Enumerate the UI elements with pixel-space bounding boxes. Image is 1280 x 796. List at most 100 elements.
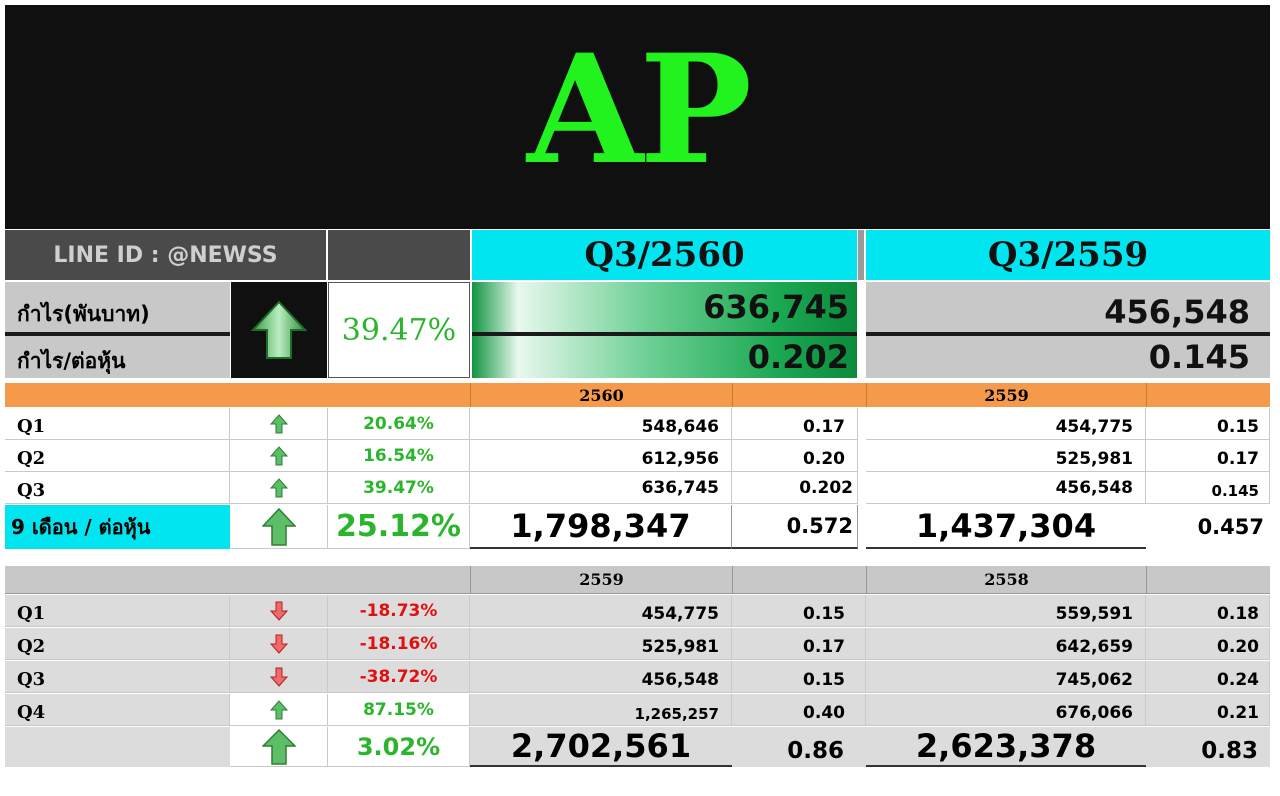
table1-header-left — [5, 383, 470, 407]
table-row-label: Q1 — [5, 595, 230, 627]
table-row-current-eps: 0.20 — [732, 440, 858, 472]
table1-total-change: 25.12% — [328, 505, 470, 549]
up-arrow-icon — [269, 699, 288, 719]
table-row-current: 548,646 — [470, 408, 732, 440]
table-row-change: 39.47% — [328, 472, 470, 504]
table2-header-right — [1146, 566, 1270, 594]
table-row-current: 612,956 — [470, 440, 732, 472]
table-row-previous-eps: 0.21 — [1146, 694, 1270, 726]
table-row-change: 16.54% — [328, 440, 470, 472]
table-row-current: 456,548 — [470, 661, 732, 693]
table2-total-previous: 2,623,378 — [866, 727, 1146, 767]
line-id-label: LINE ID : @NEWSS — [5, 230, 326, 280]
table-row-current: 636,745 — [470, 472, 732, 504]
table2-header-left — [5, 566, 470, 594]
table-row-current: 525,981 — [470, 628, 732, 660]
column-header-previous: Q3/2559 — [866, 230, 1270, 280]
table2-header-mid — [732, 566, 866, 594]
table-row-change: 87.15% — [328, 694, 470, 726]
eps-current-value: 0.202 — [472, 336, 857, 378]
table-row-previous: 676,066 — [866, 694, 1146, 726]
table1-total-current: 1,798,347 — [470, 505, 732, 549]
table2-year-current: 2559 — [470, 566, 732, 594]
table1-total-current-eps: 0.572 — [732, 505, 858, 549]
table-row-previous: 454,775 — [866, 408, 1146, 440]
table2-total-current-eps: 0.86 — [732, 727, 866, 767]
stock-symbol-title: AP — [526, 22, 752, 198]
up-arrow-icon — [269, 413, 288, 433]
eps-previous-value: 0.145 — [866, 336, 1270, 378]
table-row-previous-eps: 0.15 — [1146, 408, 1270, 440]
down-arrow-icon — [269, 634, 288, 654]
table-row-change: -38.72% — [328, 661, 470, 693]
up-arrow-icon — [261, 507, 296, 546]
column-header-current: Q3/2560 — [472, 230, 857, 280]
table-row-previous-eps: 0.24 — [1146, 661, 1270, 693]
table-row-previous: 745,062 — [866, 661, 1146, 693]
up-arrow-icon — [251, 300, 307, 359]
table-row-arrow — [230, 472, 328, 504]
table-row-current-eps: 0.15 — [732, 595, 866, 627]
table2-total-previous-eps: 0.83 — [1146, 727, 1270, 767]
table-row-label: Q4 — [5, 694, 230, 726]
table1-year-current: 2560 — [470, 383, 732, 407]
row-label-eps: กำไร/ต่อหุ้น — [5, 336, 230, 378]
table-row-label: Q3 — [5, 661, 230, 693]
banner: AP — [5, 5, 1270, 229]
table1-header-right — [1146, 383, 1270, 407]
column-divider — [858, 230, 864, 280]
table-row-arrow — [230, 694, 328, 726]
table-row-label: Q2 — [5, 440, 230, 472]
table-row-previous-eps: 0.18 — [1146, 595, 1270, 627]
table-row-current-eps: 0.15 — [732, 661, 866, 693]
table-row-previous: 525,981 — [866, 440, 1146, 472]
table-row-label: Q3 — [5, 472, 230, 504]
table-row-previous-eps: 0.145 — [1146, 472, 1270, 504]
table-row-current-eps: 0.17 — [732, 628, 866, 660]
table1-header-mid — [732, 383, 866, 407]
up-arrow-icon — [269, 445, 288, 465]
table1-total-previous: 1,437,304 — [866, 505, 1146, 549]
table-row-change: -18.73% — [328, 595, 470, 627]
table-row-previous: 642,659 — [866, 628, 1146, 660]
up-arrow-icon — [261, 728, 296, 765]
table-row-current: 454,775 — [470, 595, 732, 627]
table-row-current-eps: 0.17 — [732, 408, 858, 440]
table-row-previous-eps: 0.20 — [1146, 628, 1270, 660]
table2-total-current: 2,702,561 — [470, 727, 732, 767]
row-divider-3 — [866, 332, 1270, 336]
table-row-change: 20.64% — [328, 408, 470, 440]
table-row-previous-eps: 0.17 — [1146, 440, 1270, 472]
table-row-current-eps: 0.40 — [732, 694, 866, 726]
down-arrow-icon — [269, 601, 288, 621]
table-row-previous: 456,548 — [866, 472, 1146, 504]
table1-year-previous: 2559 — [866, 383, 1146, 407]
table2-total-change: 3.02% — [328, 727, 470, 767]
table2-total-arrow — [230, 727, 328, 767]
table-row-arrow — [230, 440, 328, 472]
table1-total-previous-eps: 0.457 — [1197, 515, 1264, 539]
row-label-profit: กำไร(พันบาท) — [5, 282, 230, 332]
table2-year-previous: 2558 — [866, 566, 1146, 594]
table-row-arrow — [230, 595, 328, 627]
profit-current-value: 636,745 — [472, 282, 857, 332]
table-row-arrow — [230, 661, 328, 693]
row-divider — [5, 332, 230, 336]
table-row-current: 1,265,257 — [470, 694, 732, 726]
table-row-label: Q2 — [5, 628, 230, 660]
row-divider-2 — [472, 332, 857, 336]
summary-change-percent: 39.47% — [328, 282, 470, 378]
header-spacer — [328, 230, 470, 280]
table-row-arrow — [230, 628, 328, 660]
table2-total-label — [5, 727, 230, 767]
down-arrow-icon — [269, 667, 288, 687]
table1-total-arrow — [230, 505, 328, 549]
table-row-label: Q1 — [5, 408, 230, 440]
table-row-current-eps: 0.202 — [732, 472, 858, 504]
up-arrow-icon — [269, 477, 288, 497]
summary-arrow-cell — [231, 282, 327, 378]
table1-total-label: 9 เดือน / ต่อหุ้น — [5, 505, 230, 549]
table-row-change: -18.16% — [328, 628, 470, 660]
profit-previous-value: 456,548 — [866, 282, 1270, 332]
table-row-previous: 559,591 — [866, 595, 1146, 627]
